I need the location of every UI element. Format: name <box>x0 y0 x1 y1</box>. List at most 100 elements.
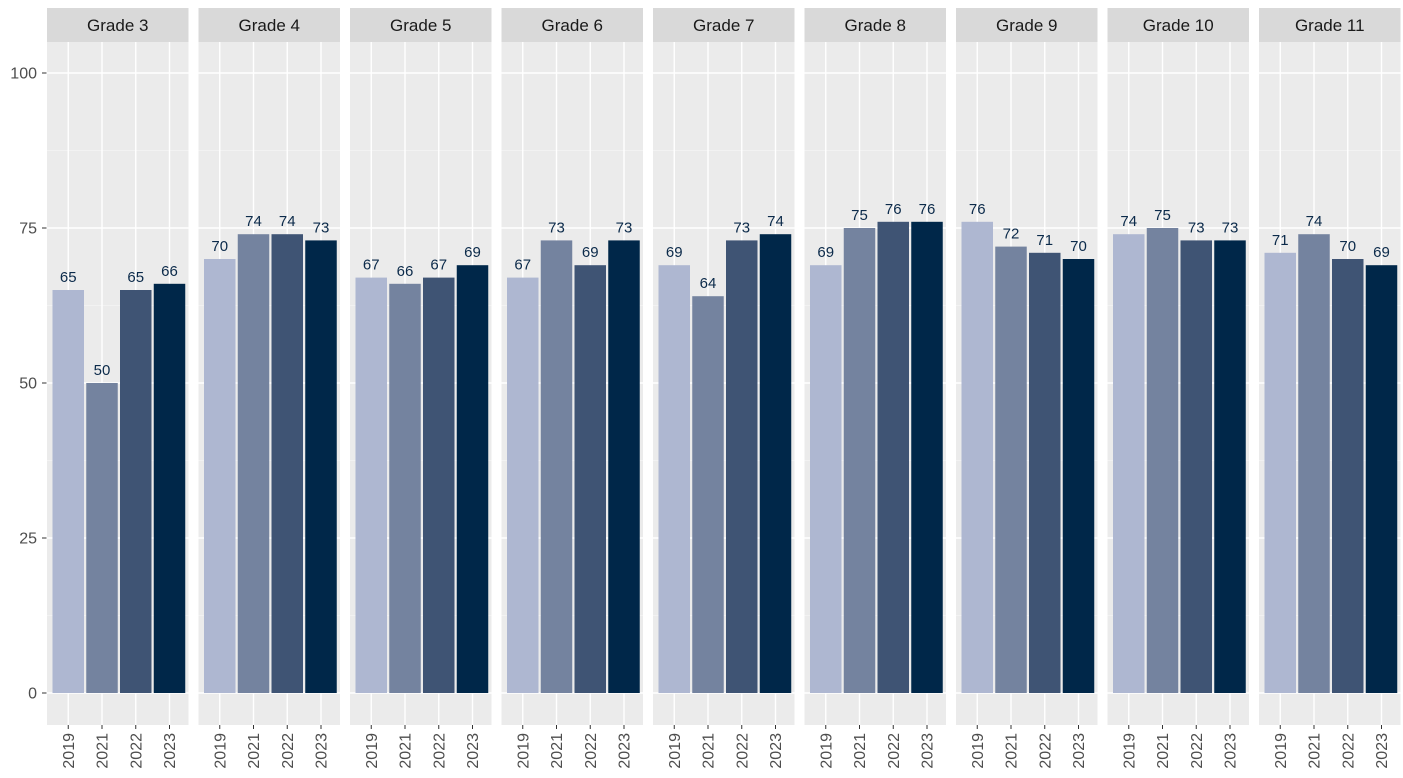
x-tick-label: 2022 <box>1340 733 1357 769</box>
bar-value-label: 71 <box>1272 232 1289 249</box>
bar-value-label: 72 <box>1003 226 1020 243</box>
y-tick-label: 0 <box>28 686 37 703</box>
bar-value-label: 67 <box>514 257 531 274</box>
x-tick-label: 2023 <box>162 733 179 769</box>
facet-strip <box>653 8 795 42</box>
x-tick-label: 2022 <box>1189 733 1206 769</box>
bar <box>1332 259 1364 693</box>
facet-strip <box>350 8 492 42</box>
bar <box>52 290 84 693</box>
bar <box>1062 259 1095 693</box>
bar-value-label: 71 <box>1036 232 1053 249</box>
bar-value-label: 74 <box>1120 213 1137 230</box>
bar <box>1214 240 1246 693</box>
facet-title: Grade 7 <box>693 16 754 35</box>
facet-title: Grade 9 <box>996 16 1057 35</box>
bar <box>726 240 758 693</box>
bar <box>540 240 573 693</box>
x-tick-label: 2021 <box>246 733 263 769</box>
facet-strip <box>1259 8 1401 42</box>
bar <box>692 296 724 693</box>
bar <box>507 277 539 693</box>
y-tick-label: 50 <box>19 376 37 393</box>
bar <box>810 265 842 693</box>
x-tick-label: 2021 <box>701 733 718 769</box>
facet-title: Grade 4 <box>239 16 300 35</box>
bar-value-label: 69 <box>582 244 599 261</box>
x-tick-label: 2021 <box>398 733 415 769</box>
x-tick-label: 2021 <box>1155 733 1172 769</box>
x-tick-label: 2023 <box>1223 733 1240 769</box>
x-tick-label: 2022 <box>734 733 751 769</box>
x-tick-label: 2021 <box>852 733 869 769</box>
bar <box>911 221 943 694</box>
bar <box>658 265 690 693</box>
bar-value-label: 75 <box>1154 207 1171 224</box>
bar-value-label: 76 <box>969 201 986 218</box>
bar-value-label: 74 <box>279 213 296 230</box>
x-tick-label: 2022 <box>1037 733 1054 769</box>
bar-value-label: 67 <box>363 257 380 274</box>
bar <box>423 277 455 693</box>
bar-value-label: 69 <box>1373 244 1390 261</box>
x-tick-label: 2019 <box>667 733 684 769</box>
bar <box>1180 240 1212 693</box>
bar <box>86 383 118 693</box>
x-tick-label: 2019 <box>1121 733 1138 769</box>
facet-strip <box>47 8 189 42</box>
bar-value-label: 65 <box>127 269 144 286</box>
bar-value-label: 73 <box>616 219 633 236</box>
x-tick-label: 2023 <box>920 733 937 769</box>
bar-value-label: 70 <box>1070 238 1087 255</box>
bar <box>120 290 152 693</box>
bar <box>355 277 387 693</box>
bar-value-label: 73 <box>313 219 330 236</box>
x-tick-label: 2022 <box>583 733 600 769</box>
bar-value-label: 69 <box>666 244 683 261</box>
bar-value-label: 70 <box>1339 238 1356 255</box>
x-tick-label: 2019 <box>970 733 987 769</box>
bar <box>1029 252 1061 694</box>
bar <box>1113 234 1145 693</box>
x-tick-label: 2022 <box>128 733 145 769</box>
facet-title: Grade 6 <box>542 16 603 35</box>
bar <box>305 240 337 693</box>
bar-value-label: 74 <box>767 213 784 230</box>
facet-title: Grade 8 <box>845 16 906 35</box>
facet-strip <box>804 8 946 42</box>
bar <box>204 259 236 693</box>
bar <box>271 234 303 693</box>
bar <box>843 228 876 693</box>
bar-value-label: 65 <box>60 269 77 286</box>
bar-value-label: 69 <box>817 244 834 261</box>
x-tick-label: 2023 <box>617 733 634 769</box>
x-tick-label: 2021 <box>1307 733 1324 769</box>
x-tick-label: 2021 <box>549 733 566 769</box>
bar-value-label: 69 <box>464 244 481 261</box>
bar <box>1298 234 1330 693</box>
y-tick-label: 100 <box>10 66 37 83</box>
bar-value-label: 73 <box>1188 219 1205 236</box>
bar <box>759 234 792 693</box>
bar-value-label: 76 <box>919 201 936 218</box>
x-tick-label: 2023 <box>1071 733 1088 769</box>
y-tick-label: 25 <box>19 531 37 548</box>
bar <box>574 265 606 693</box>
x-tick-label: 2023 <box>768 733 785 769</box>
facet-title: Grade 10 <box>1143 16 1214 35</box>
x-tick-label: 2022 <box>431 733 448 769</box>
bar-value-label: 73 <box>1222 219 1239 236</box>
facet-strip <box>956 8 1098 42</box>
y-tick-label: 75 <box>19 221 37 238</box>
x-tick-label: 2021 <box>1004 733 1021 769</box>
bar-value-label: 74 <box>1306 213 1323 230</box>
bar <box>237 234 270 693</box>
bar <box>1146 228 1179 693</box>
facet-title: Grade 11 <box>1295 16 1365 35</box>
bar <box>608 240 640 693</box>
x-tick-label: 2019 <box>1273 733 1290 769</box>
x-tick-label: 2022 <box>280 733 297 769</box>
bar-value-label: 70 <box>211 238 228 255</box>
facet-strip <box>198 8 340 42</box>
